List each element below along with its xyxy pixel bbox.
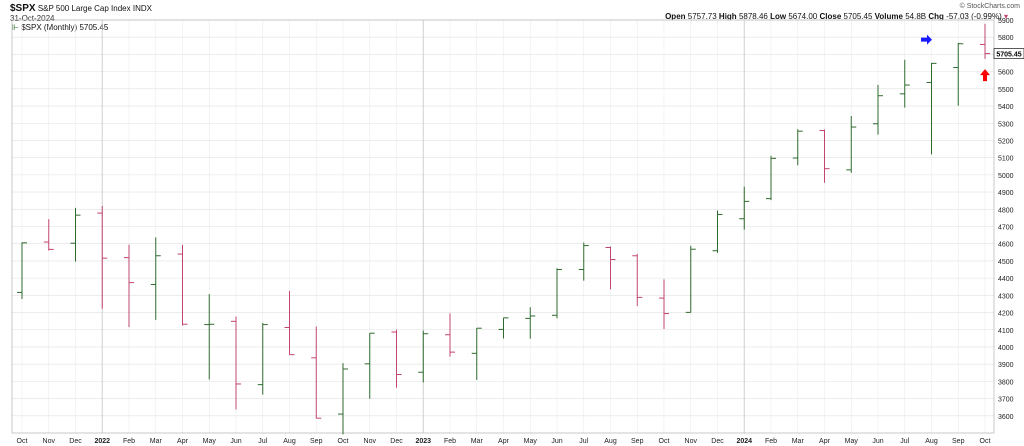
y-tick-label: 4000: [998, 345, 1014, 352]
x-tick-label: 2022: [94, 438, 110, 445]
low-value: 5674.00: [788, 12, 818, 21]
series-legend-text: $SPX (Monthly) 5705.45: [21, 23, 109, 32]
x-tick-label: Dec: [69, 438, 82, 445]
x-tick-label: Oct: [659, 438, 670, 445]
low-label: Low: [770, 12, 787, 21]
source-label: © StockCharts.com: [959, 3, 1020, 10]
y-tick-label: 5000: [998, 173, 1014, 180]
y-tick-label: 5200: [998, 138, 1014, 145]
volume-label: Volume: [874, 12, 903, 21]
y-tick-label: 3900: [998, 362, 1014, 369]
y-tick-label: 5100: [998, 156, 1014, 163]
x-tick-label: Mar: [150, 438, 163, 445]
plot-frame: [11, 19, 995, 434]
red-arrow-icon: [980, 69, 990, 82]
y-tick-label: 3700: [998, 397, 1014, 404]
ohlc-summary: Open 5757.73 High 5878.46 Low 5674.00 Cl…: [665, 12, 1008, 21]
volume-value: 54.8B: [905, 12, 927, 21]
y-tick-label: 3800: [998, 379, 1014, 386]
x-tick-label: Oct: [338, 438, 349, 445]
y-tick-label: 3600: [998, 414, 1014, 421]
high-value: 5878.46: [738, 12, 768, 21]
x-tick-label: Apr: [819, 438, 831, 445]
x-tick-label: Nov: [685, 438, 698, 445]
y-tick-label: 4300: [998, 293, 1014, 300]
x-tick-label: Feb: [765, 438, 777, 445]
y-tick-label: 5300: [998, 121, 1014, 128]
x-tick-label: Oct: [17, 438, 28, 445]
exchange-label: INDX: [132, 4, 152, 13]
x-tick-label: Oct: [980, 438, 991, 445]
y-tick-label: 4100: [998, 328, 1014, 335]
x-tick-label: Apr: [177, 438, 189, 445]
last-value-label: 5705.45: [996, 52, 1021, 59]
y-tick-label: 4500: [998, 259, 1014, 266]
high-label: High: [718, 12, 737, 21]
y-tick-label: 5400: [998, 104, 1014, 111]
x-tick-label: Jul: [900, 438, 909, 445]
x-tick-label: 2023: [415, 438, 431, 445]
x-tick-label: Nov: [43, 438, 56, 445]
x-tick-label: Mar: [792, 438, 805, 445]
x-tick-label: Feb: [123, 438, 135, 445]
x-tick-label: Nov: [364, 438, 377, 445]
x-tick-label: 2024: [736, 438, 752, 445]
ohlc-legend-icon: ⊩: [12, 23, 19, 32]
open-value: 5757.73: [687, 12, 717, 21]
x-tick-label: Dec: [390, 438, 403, 445]
y-tick-label: 4700: [998, 225, 1014, 232]
x-tick-label: Jun: [230, 438, 241, 445]
close-value: 5705.45: [843, 12, 873, 21]
x-tick-label: Jul: [579, 438, 588, 445]
index-name: S&P 500 Large Cap Index: [37, 4, 131, 13]
chg-down-icon: ▾: [1003, 12, 1008, 21]
y-tick-label: 5600: [998, 70, 1014, 77]
blue-arrow-icon: [921, 34, 932, 45]
y-tick-label: 4400: [998, 276, 1014, 283]
x-tick-label: Apr: [498, 438, 510, 445]
chg-value: -57.03 (-0.99%): [946, 12, 1002, 21]
y-tick-label: 4900: [998, 190, 1014, 197]
x-tick-label: May: [845, 438, 859, 445]
x-tick-label: Jul: [258, 438, 267, 445]
x-tick-label: Sep: [631, 438, 644, 445]
close-label: Close: [819, 12, 842, 21]
x-tick-label: Jun: [872, 438, 883, 445]
last-value-box: [993, 48, 1024, 59]
x-tick-label: Dec: [711, 438, 724, 445]
series-legend: ⊩ $SPX (Monthly) 5705.45: [12, 23, 108, 32]
open-label: Open: [665, 12, 686, 21]
symbol-label: $SPX: [10, 3, 36, 14]
x-tick-label: May: [524, 438, 538, 445]
y-tick-label: 5800: [998, 35, 1014, 42]
chart-date: 31-Oct-2024: [10, 14, 55, 23]
y-tick-label: 4600: [998, 242, 1014, 249]
x-tick-label: May: [203, 438, 217, 445]
x-tick-label: Aug: [604, 438, 617, 445]
x-tick-label: Aug: [283, 438, 296, 445]
y-tick-label: 5500: [998, 87, 1014, 94]
chg-label: Chg: [928, 12, 944, 21]
x-tick-label: Feb: [444, 438, 456, 445]
x-tick-label: Aug: [925, 438, 938, 445]
y-tick-label: 4800: [998, 207, 1014, 214]
x-tick-label: Sep: [952, 438, 965, 445]
y-tick-label: 5900: [998, 18, 1014, 25]
x-tick-label: Mar: [471, 438, 484, 445]
chart-title: $SPX S&P 500 Large Cap Index INDX: [10, 3, 152, 14]
y-tick-label: 4200: [998, 311, 1014, 318]
x-tick-label: Sep: [310, 438, 323, 445]
x-tick-label: Jun: [551, 438, 562, 445]
